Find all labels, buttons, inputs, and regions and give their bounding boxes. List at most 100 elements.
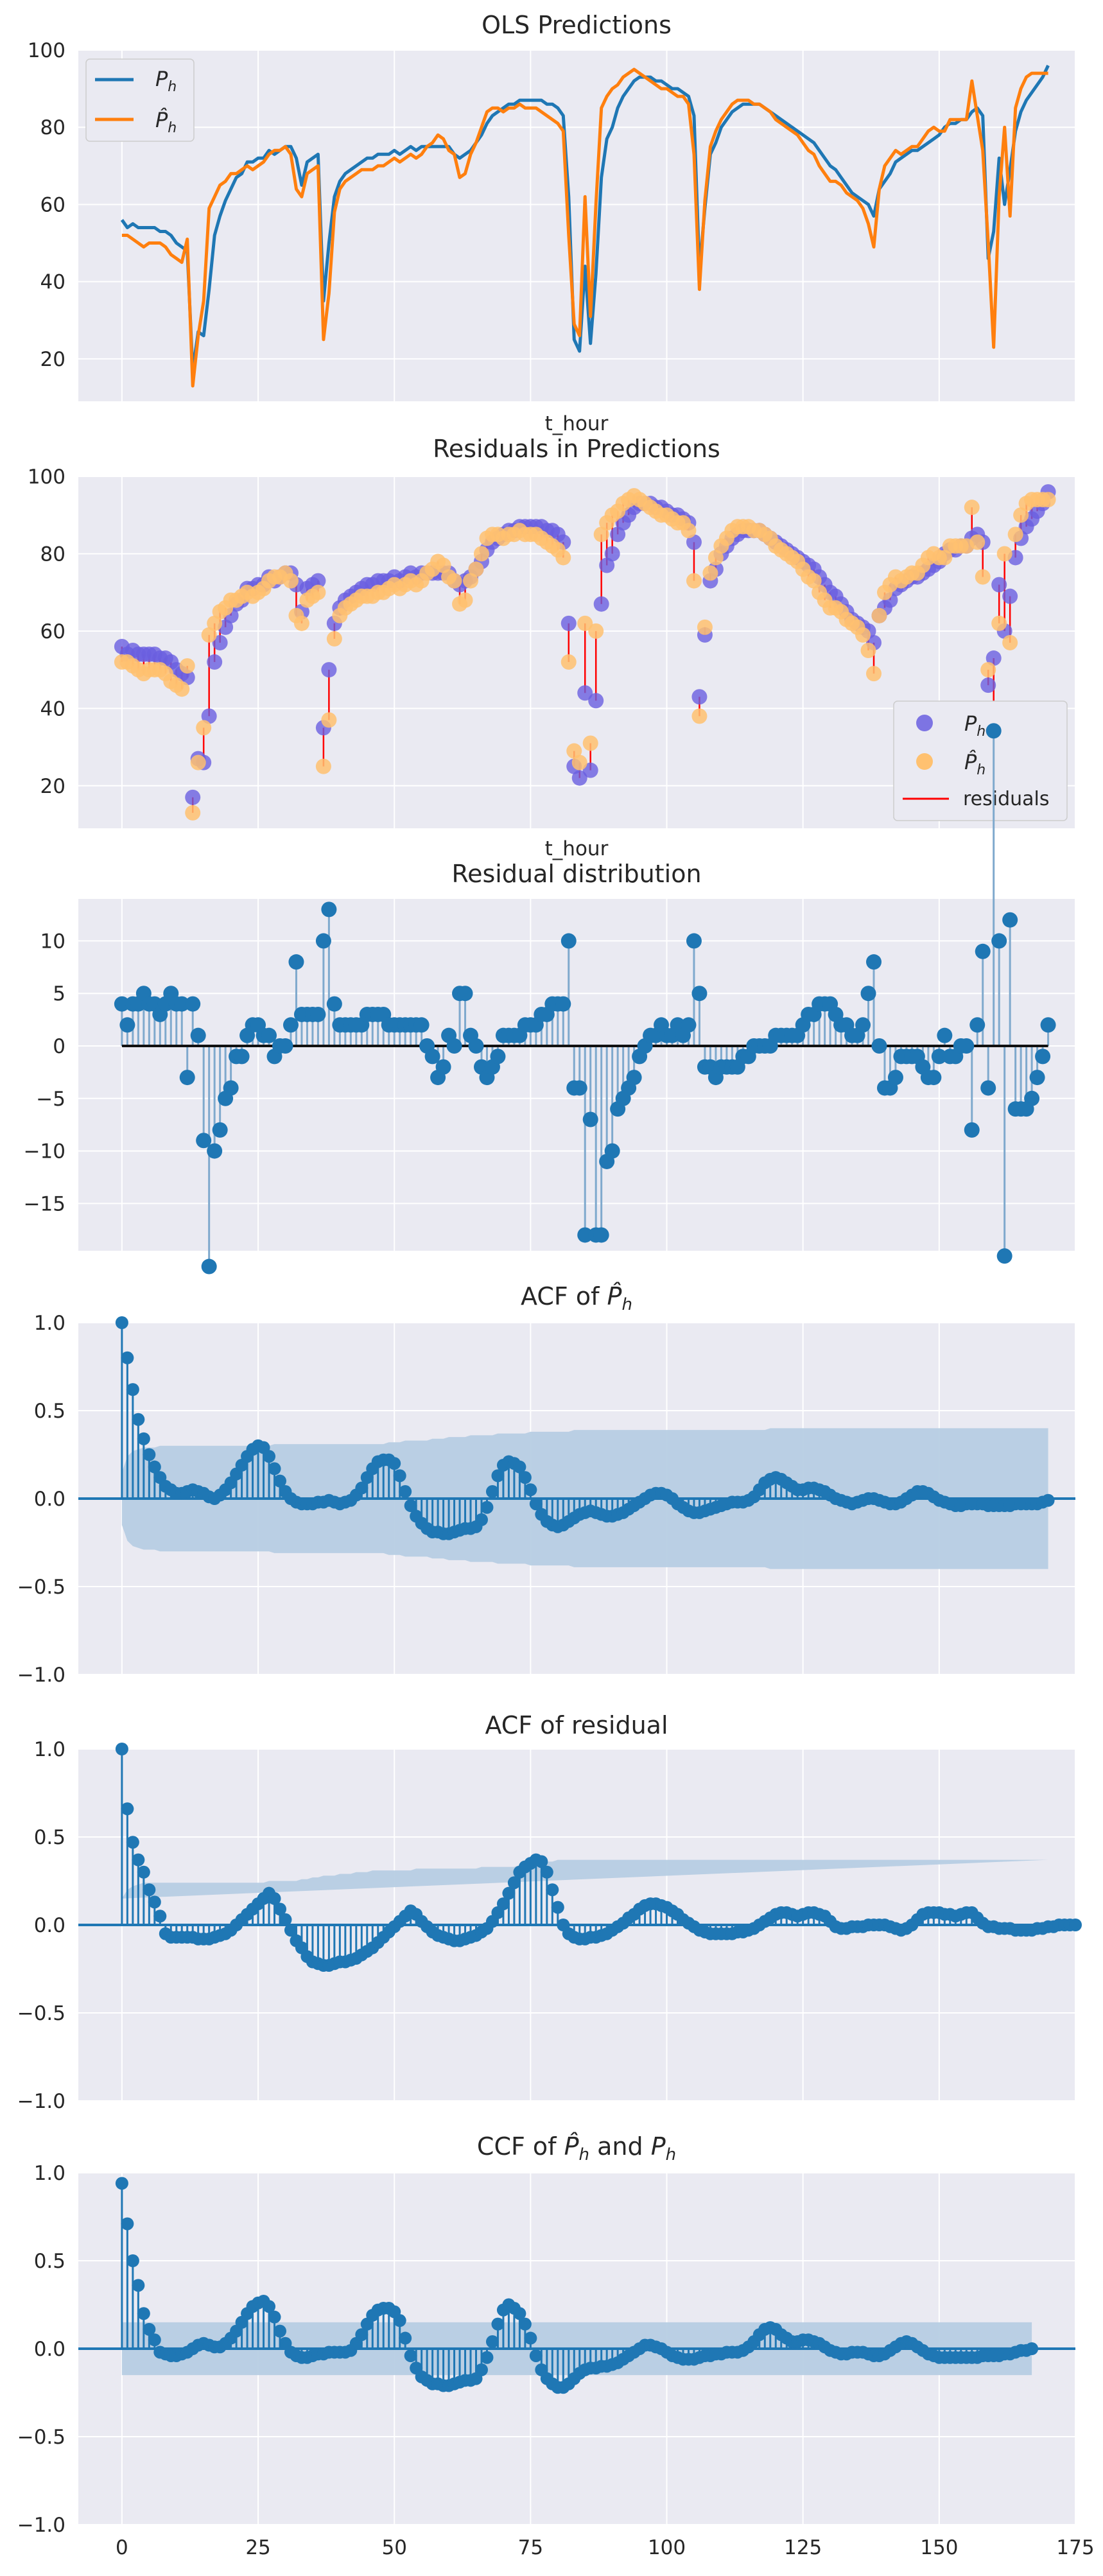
stem-marker: [143, 2322, 156, 2336]
point-ph: [179, 670, 195, 686]
x-tick-label: 150: [920, 2536, 958, 2559]
stem-marker: [571, 1080, 587, 1096]
stem-marker: [288, 954, 304, 970]
point-ph: [310, 573, 326, 589]
stem-marker: [261, 1027, 277, 1043]
stem-marker: [964, 1122, 980, 1138]
stem-marker: [866, 954, 882, 970]
series-acf2: [78, 1743, 1082, 1972]
point-phat: [1007, 527, 1023, 543]
stem-marker: [263, 1450, 276, 1463]
point-ph: [588, 693, 604, 709]
stem-marker: [273, 1474, 286, 1488]
stem-marker: [115, 1316, 128, 1329]
stem-marker: [404, 1499, 417, 1512]
stem-marker: [980, 1080, 996, 1096]
y-tick-label: 60: [40, 620, 65, 643]
stem-marker: [121, 1802, 134, 1816]
point-phat: [991, 615, 1007, 631]
point-ph: [691, 689, 708, 705]
axes-bg-dist: [78, 899, 1075, 1251]
legend-box-ols: [85, 58, 195, 142]
stem-marker: [468, 1038, 484, 1054]
point-phat: [860, 642, 876, 658]
stem-marker: [126, 1383, 139, 1397]
point-phat: [980, 662, 996, 678]
point-phat: [571, 754, 587, 770]
stem-marker: [860, 986, 876, 1002]
stem-marker: [114, 996, 130, 1012]
stem-marker: [577, 1227, 593, 1243]
stem-marker: [529, 2349, 543, 2362]
point-phat: [702, 565, 718, 581]
stem-marker: [1041, 1493, 1055, 1507]
y-tick-label: 1.0: [34, 1738, 65, 1761]
point-phat: [582, 735, 598, 751]
point-phat: [708, 550, 724, 566]
stem-marker: [507, 1876, 521, 1890]
stem-marker: [268, 2310, 281, 2324]
series-line-ph: [120, 64, 1050, 372]
ytick-labels-ccf: −1.0 −0.5 0.0 0.5 1.0: [17, 2162, 65, 2537]
point-phat: [196, 720, 212, 736]
stem-marker: [399, 1485, 412, 1499]
stem-marker: [148, 2333, 161, 2347]
stem-marker: [959, 1038, 975, 1054]
y-tick-label: 0.5: [34, 1400, 65, 1423]
series-line-phat: [121, 67, 1048, 388]
y-tick-label: 100: [28, 466, 65, 489]
stem-marker: [681, 1017, 697, 1033]
stem-marker: [855, 1017, 871, 1033]
y-tick-label: −15: [24, 1192, 65, 1215]
stem-marker: [132, 1413, 145, 1426]
stem-marker: [148, 1460, 161, 1474]
xtick-labels-ccf: 0 25 50 75 100 125 150 175: [116, 2536, 1095, 2559]
y-tick-label: 0.5: [34, 2250, 65, 2273]
stem-marker: [485, 1485, 499, 1499]
point-ph: [1002, 588, 1018, 604]
point-phat: [806, 573, 822, 589]
stem-marker: [991, 933, 1007, 949]
stem-marker: [268, 1462, 281, 1475]
series-ccf: [78, 2177, 1075, 2394]
stem-marker: [388, 1457, 401, 1470]
stem-marker: [273, 2324, 286, 2338]
stem-marker: [355, 1481, 369, 1495]
x-tick-label: 0: [116, 2536, 128, 2559]
stem-marker: [491, 2317, 505, 2331]
chart-title-acf2: ACF of residual: [485, 1711, 668, 1739]
stem-marker: [490, 1049, 506, 1065]
chart-title-acf1: ACF of P̂h: [521, 1282, 632, 1314]
stem-marker: [126, 1836, 139, 1849]
stem-marker: [137, 1432, 150, 1445]
stem-marker: [435, 1059, 451, 1075]
point-phat: [555, 550, 571, 566]
stem-marker: [1069, 1919, 1082, 1931]
x-tick-label: 75: [518, 2536, 543, 2559]
y-tick-label: 20: [40, 348, 65, 371]
chart-title-ccf: CCF of P̂h and Ph: [477, 2132, 676, 2164]
point-phat: [871, 607, 887, 623]
ytick-labels-ols: 20 40 60 80 100: [28, 39, 65, 371]
stem-marker: [887, 1070, 903, 1086]
chart-title-dist: Residual distribution: [451, 860, 701, 888]
point-phat: [463, 573, 479, 589]
stem-marker: [518, 2317, 532, 2331]
point-phat: [566, 743, 582, 759]
stem-marker: [931, 1049, 947, 1065]
stem-marker: [529, 1497, 543, 1511]
gridlines-ols: [78, 49, 1076, 401]
y-tick-label: 0.0: [34, 1914, 65, 1937]
x-axis-label-ols: t_hour: [545, 412, 609, 435]
stem-marker: [524, 1483, 537, 1497]
point-phat: [457, 592, 473, 608]
ytick-labels-dist: −15 −10 −5 0 5 10: [24, 930, 65, 1215]
stem-marker: [480, 2351, 494, 2364]
y-tick-label: −1.0: [17, 2090, 65, 2113]
stem-marker: [926, 1070, 942, 1086]
legend-box-resid: [893, 701, 1068, 821]
y-tick-label: 60: [40, 193, 65, 216]
chart-title-resid: Residuals in Predictions: [433, 435, 720, 463]
point-phat: [577, 615, 593, 631]
